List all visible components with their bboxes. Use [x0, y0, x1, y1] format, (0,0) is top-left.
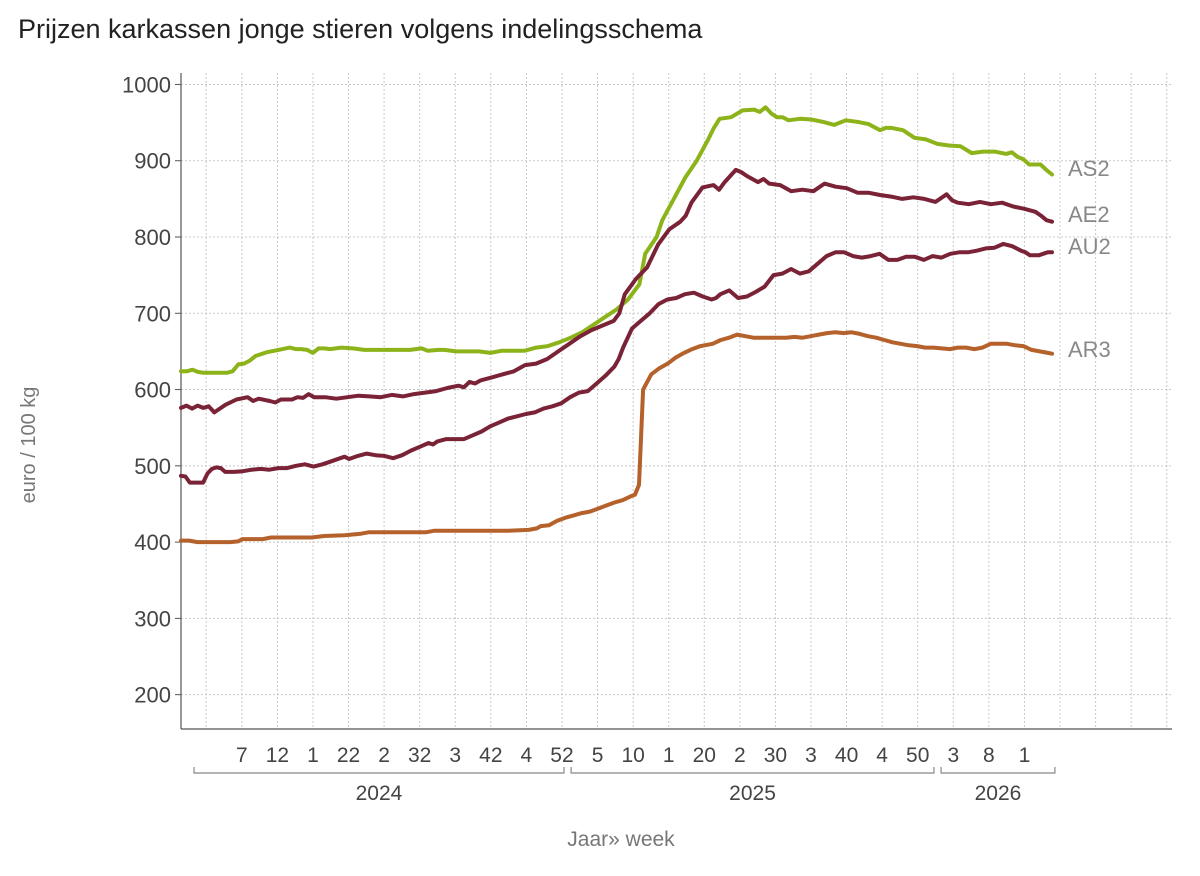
series-labels: AS2 AE2 AU2 AR3 [1068, 156, 1111, 362]
x-tick-label: 5 [592, 744, 604, 767]
y-tick-label: 300 [134, 606, 171, 631]
x-tick-label: 4 [521, 744, 533, 767]
x-tick-label: 32 [408, 744, 431, 767]
x-tick-label: 1 [307, 744, 319, 767]
year-label: 2025 [729, 782, 776, 805]
x-tick-label: 3 [947, 744, 959, 767]
series-line-as2 [179, 105, 1054, 375]
series-line-au2 [179, 241, 1054, 485]
x-tick-label: 1 [1019, 744, 1031, 767]
x-axis-title: Jaar» week [567, 828, 675, 851]
grid-lines [181, 73, 1172, 729]
chart-title: Prijzen karkassen jonge stieren volgens … [18, 14, 703, 44]
x-tick-label: 50 [906, 744, 929, 767]
x-tick-label: 30 [764, 744, 787, 767]
year-bracket [940, 767, 1056, 774]
y-tick-label: 900 [134, 149, 171, 174]
x-tick-label: 2 [378, 744, 390, 767]
x-tick-label: 3 [805, 744, 817, 767]
x-tick-label: 42 [479, 744, 502, 767]
year-bracket [193, 767, 565, 774]
y-tick-label: 700 [134, 301, 171, 326]
x-tick-label: 7 [236, 744, 248, 767]
series-label-au2: AU2 [1068, 234, 1111, 259]
y-axis-title: euro / 100 kg [18, 387, 40, 504]
y-tick-label: 400 [134, 530, 171, 555]
year-label: 2024 [356, 782, 403, 805]
y-tick-label: 600 [134, 378, 171, 403]
series-line-ae2 [179, 167, 1054, 415]
series-label-ae2: AE2 [1068, 202, 1110, 227]
x-tick-label: 52 [550, 744, 573, 767]
year-bracket [570, 767, 935, 774]
series-label-as2: AS2 [1068, 156, 1110, 181]
x-tick-label: 2 [734, 744, 746, 767]
y-tick-label: 200 [134, 683, 171, 708]
series-line-ar3 [179, 330, 1054, 545]
x-tick-label: 20 [693, 744, 716, 767]
y-tick-label: 500 [134, 454, 171, 479]
x-tick-label: 40 [835, 744, 858, 767]
x-tick-label: 12 [266, 744, 289, 767]
x-tick-label: 1 [663, 744, 675, 767]
y-tick-label: 1000 [122, 72, 171, 97]
x-tick-label: 10 [621, 744, 644, 767]
year-label: 2026 [975, 782, 1022, 805]
x-tick-label: 4 [876, 744, 888, 767]
series-lines [179, 105, 1054, 545]
x-tick-label: 3 [449, 744, 461, 767]
x-tick-label: 8 [983, 744, 995, 767]
x-tick-label: 22 [337, 744, 360, 767]
series-label-ar3: AR3 [1068, 337, 1111, 362]
y-tick-label: 800 [134, 225, 171, 250]
